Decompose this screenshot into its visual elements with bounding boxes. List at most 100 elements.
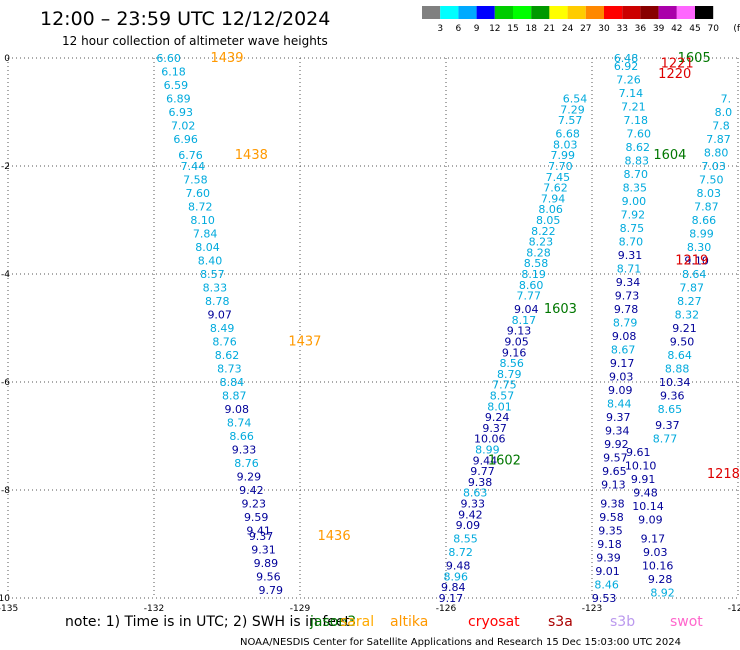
wave-height-label: 8.80 xyxy=(704,147,729,160)
wave-height-label: 8.79 xyxy=(613,317,638,330)
satellite-swot: swot xyxy=(670,614,703,630)
wave-height-label: 9.08 xyxy=(612,330,637,343)
scale-label: 21 xyxy=(544,24,555,34)
scale-label: 39 xyxy=(653,24,665,34)
axis-ticks: -135 -132 -129 -126 -123 -120 0 -2 -4 -6 -8 -10 xyxy=(0,54,740,614)
x-tick-label: -129 xyxy=(290,604,311,614)
wave-height-label: 9.01 xyxy=(595,565,620,578)
wave-height-label: 9.31 xyxy=(618,249,643,262)
scale-label: 18 xyxy=(525,24,537,34)
wave-height-label: 8.60 xyxy=(519,279,544,292)
wave-height-label: 8.40 xyxy=(198,255,223,268)
wave-height-label: 7.87 xyxy=(694,201,719,214)
scale-label: 33 xyxy=(616,24,627,34)
footer-credit: NOAA/NESDIS Center for Satellite Applica… xyxy=(240,637,681,648)
wave-height-label: 10.34 xyxy=(659,376,691,389)
wave-height-label: 9.09 xyxy=(456,519,481,532)
wave-height-label: 8.99 xyxy=(475,444,500,457)
pass-time-label: 1603 xyxy=(544,302,577,317)
wave-height-label: 9.44 xyxy=(473,454,498,467)
wave-height-label: 8.63 xyxy=(463,487,488,500)
wave-height-label: 9.03 xyxy=(643,546,668,559)
wave-height-label: 9.48 xyxy=(633,487,658,500)
wave-height-label: 9.59 xyxy=(244,511,269,524)
wave-height-label: 7.18 xyxy=(624,114,649,127)
wave-height-label: 7.99 xyxy=(551,149,576,162)
wave-height-label: 8.03 xyxy=(697,187,722,200)
chart-title: 12:00 – 23:59 UTC 12/12/2024 xyxy=(40,8,330,30)
pass-time-label: 1602 xyxy=(488,453,521,468)
x-tick-label: -132 xyxy=(144,604,164,614)
wave-height-label: 9.91 xyxy=(631,473,656,486)
scale-label: 45 xyxy=(689,24,700,34)
wave-height-label: 8.71 xyxy=(617,263,642,276)
wave-height-label: 9.31 xyxy=(251,543,276,556)
pass-time-label: 1604 xyxy=(653,148,686,163)
wave-height-label: 9.17 xyxy=(610,357,635,370)
scale-swatch xyxy=(440,6,459,19)
wave-height-label: 7.77 xyxy=(516,290,541,303)
pass-time-label: 1437 xyxy=(288,335,321,350)
scale-label: 70 xyxy=(707,24,719,34)
pass-time-label: 1438 xyxy=(235,148,268,163)
wave-height-label: 9.53 xyxy=(592,592,617,605)
wave-height-label: 8.87 xyxy=(222,390,247,403)
pass-time-label: 1605 xyxy=(678,51,711,66)
wave-height-label: 7.92 xyxy=(621,209,646,222)
wave-height-label: 9.42 xyxy=(458,508,483,521)
scale-label: 36 xyxy=(635,24,647,34)
wave-height-label: 9.23 xyxy=(242,498,267,511)
wave-height-label: 9.28 xyxy=(648,573,673,586)
wave-height-label: 9.89 xyxy=(254,557,279,570)
wave-height-label: 9.79 xyxy=(259,584,284,597)
wave-height-label: 9.34 xyxy=(616,276,641,289)
wave-height-label: 6.59 xyxy=(164,79,189,92)
wave-height-label: 9.38 xyxy=(600,498,625,511)
y-tick-label: -2 xyxy=(1,162,10,172)
satellite-cryosat: cryosat xyxy=(468,614,520,630)
scale-swatch xyxy=(676,6,695,19)
wave-height-label: 8.58 xyxy=(524,257,549,270)
scale-swatch xyxy=(422,6,441,19)
wave-height-label: 7.26 xyxy=(616,74,641,87)
wave-height-label: 9.58 xyxy=(599,511,624,524)
wave-height-label: 9.33 xyxy=(232,444,257,457)
wave-height-label: 8.78 xyxy=(205,295,230,308)
scale-swatch xyxy=(640,6,659,19)
wave-height-label: 8.64 xyxy=(682,268,707,281)
wave-height-label: 9.10 xyxy=(684,255,709,268)
wave-height-label: 8.70 xyxy=(624,168,649,181)
scale-swatch xyxy=(476,6,495,19)
wave-height-label: 7.84 xyxy=(193,228,218,241)
y-tick-label: -10 xyxy=(0,594,10,604)
wave-height-label: 7.21 xyxy=(621,101,646,114)
pass-time-label: 1218 xyxy=(707,467,740,482)
y-tick-label: 0 xyxy=(4,54,10,64)
wave-height-label: 8.0 xyxy=(715,106,733,119)
scale-swatch xyxy=(622,6,641,19)
wave-height-label: 9.57 xyxy=(603,452,628,465)
wave-height-label: 7.62 xyxy=(543,182,568,195)
wave-height-label: 9.17 xyxy=(641,533,666,546)
chart-subtitle: 12 hour collection of altimeter wave hei… xyxy=(62,34,328,48)
scale-swatch xyxy=(604,6,623,19)
scale-label: 12 xyxy=(489,24,500,34)
wave-height-label: 9.42 xyxy=(239,484,264,497)
satellite-jason3: jason3 xyxy=(309,614,356,630)
y-tick-label: -4 xyxy=(1,270,10,280)
wave-height-label: 7.94 xyxy=(541,192,566,205)
wave-height-label: 9.17 xyxy=(439,592,464,605)
wave-height-label: 7.58 xyxy=(183,174,208,187)
wave-height-label: 9.36 xyxy=(660,390,685,403)
wave-height-label: 7.02 xyxy=(171,120,196,133)
scale-label: (ft) xyxy=(733,24,740,34)
wave-height-label: 9.48 xyxy=(446,560,471,573)
pass-time-label: 1436 xyxy=(318,529,351,544)
scale-swatch xyxy=(567,6,586,19)
pass-time-label: 1439 xyxy=(210,51,243,66)
wave-height-label: 8.01 xyxy=(487,400,512,413)
wave-height-label: 6.48 xyxy=(614,52,639,65)
wave-height-label: 7.60 xyxy=(186,187,211,200)
wave-height-label: 8.27 xyxy=(677,295,702,308)
